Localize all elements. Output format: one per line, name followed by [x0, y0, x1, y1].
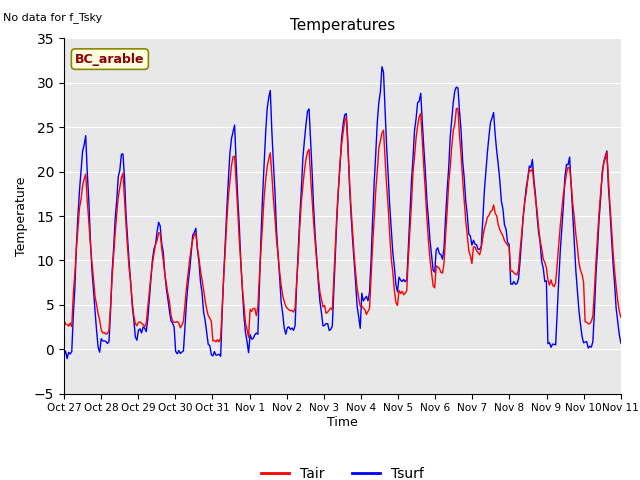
Tsurf — [228, 136, 236, 142]
Line: Tair: Tair — [64, 108, 621, 342]
Tair — [305, 146, 313, 152]
X-axis label: Time: Time — [327, 416, 358, 429]
Text: BC_arable: BC_arable — [75, 53, 145, 66]
Tair — [589, 313, 596, 319]
Title: Temperatures: Temperatures — [290, 18, 395, 33]
Tair — [617, 314, 625, 320]
Tair — [228, 163, 236, 168]
Line: Tsurf: Tsurf — [64, 67, 621, 359]
Tair — [215, 339, 223, 345]
Tsurf — [63, 356, 71, 361]
Tsurf — [246, 332, 254, 337]
Tsurf — [617, 340, 625, 346]
Tair — [452, 106, 460, 111]
Tsurf — [378, 64, 386, 70]
Tsurf — [589, 338, 596, 344]
Text: No data for f_Tsky: No data for f_Tsky — [3, 12, 102, 23]
Tair — [60, 317, 68, 323]
Tsurf — [60, 352, 68, 358]
Tsurf — [305, 106, 313, 112]
Legend: Tair, Tsurf: Tair, Tsurf — [255, 461, 429, 480]
Tair — [246, 306, 254, 312]
Tair — [129, 299, 136, 304]
Tair — [255, 273, 263, 279]
Tsurf — [130, 317, 138, 323]
Y-axis label: Temperature: Temperature — [15, 176, 28, 256]
Tsurf — [255, 282, 263, 288]
